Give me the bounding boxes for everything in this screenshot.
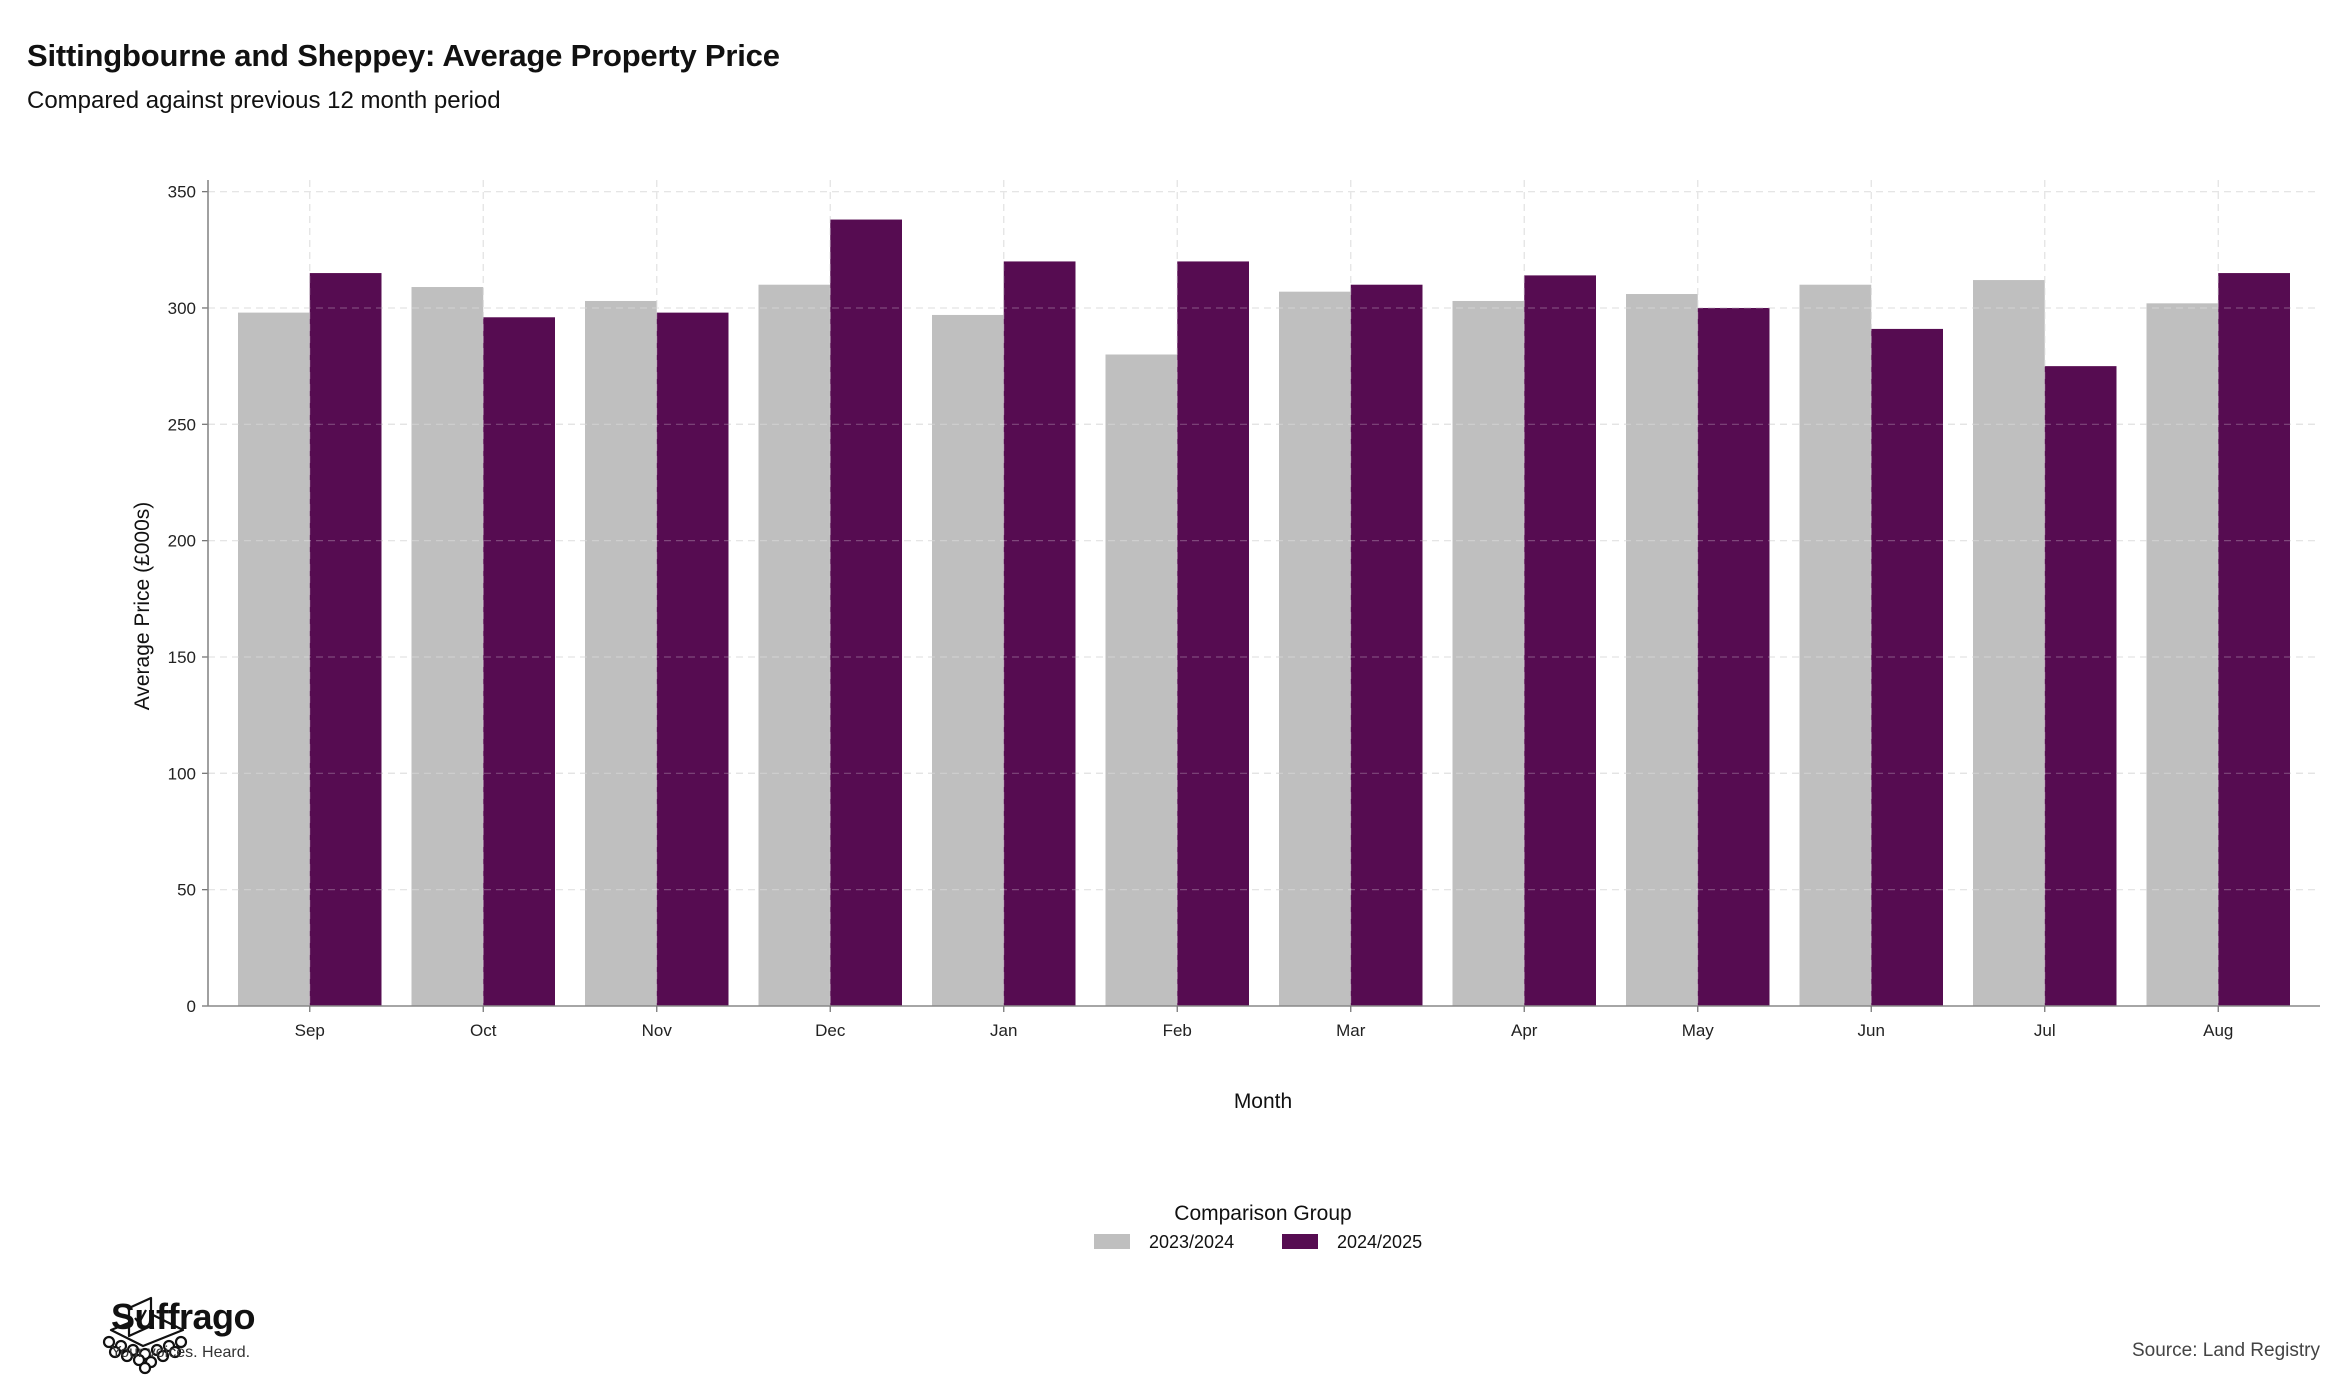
y-tick-label: 0 <box>187 997 196 1016</box>
legend-items: 2023/2024 2024/2025 <box>1094 1232 1422 1252</box>
bar-2024-2025-mar <box>1350 284 1423 1006</box>
bar-2024-2025-apr <box>1524 275 1596 1006</box>
bar-2023-2024-jul <box>1973 280 2045 1007</box>
axes <box>202 180 2320 1012</box>
chart-title: Sittingbourne and Sheppey: Average Prope… <box>27 38 780 73</box>
bar-2023-2024-mar <box>1279 291 1351 1006</box>
x-tick-label: Aug <box>2203 1021 2233 1040</box>
bar-2023-2024-oct <box>411 287 484 1006</box>
brand-tagline: Your voices. Heard. <box>111 1344 251 1361</box>
x-tick-label: Apr <box>1511 1021 1538 1040</box>
legend-title: Comparison Group <box>1174 1202 1351 1225</box>
y-tick-label: 300 <box>168 299 196 318</box>
bar-2024-2025-jun <box>1871 328 1943 1006</box>
bar-2024-2025-jul <box>2044 366 2117 1006</box>
bar-2023-2024-sep <box>238 312 310 1006</box>
bar-2024-2025-jan <box>1003 261 1076 1006</box>
bar-2023-2024-dec <box>758 284 831 1006</box>
y-tick-label: 350 <box>168 183 196 202</box>
bar-2023-2024-nov <box>585 300 657 1006</box>
bar-2023-2024-jun <box>1799 284 1872 1006</box>
tick-labels: 0 50 100 150 200 250 300 350 Sep Oct Nov Dec Jan Feb M… <box>168 183 2234 1040</box>
legend-swatch <box>1094 1234 1130 1249</box>
x-tick-label: Feb <box>1163 1021 1192 1040</box>
x-tick-label: Dec <box>815 1021 846 1040</box>
x-tick-label: Oct <box>470 1021 497 1040</box>
bar-2024-2025-may <box>1697 307 1770 1007</box>
x-tick-label: Sep <box>295 1021 325 1040</box>
y-tick-label: 150 <box>168 648 196 667</box>
x-tick-label: Jun <box>1858 1021 1885 1040</box>
legend-swatch <box>1282 1234 1318 1249</box>
x-axis-title: Month <box>1234 1090 1292 1113</box>
x-tick-label: Mar <box>1336 1021 1366 1040</box>
y-tick-label: 200 <box>168 532 196 551</box>
ballot-box-icon <box>102 1296 188 1375</box>
bar-2023-2024-apr <box>1452 300 1525 1006</box>
bar-2024-2025-dec <box>830 219 902 1006</box>
chart-subtitle: Compared against previous 12 month perio… <box>27 87 501 114</box>
legend-label: 2024/2025 <box>1337 1232 1422 1252</box>
source-note: Source: Land Registry <box>2132 1340 2320 1361</box>
bar-2024-2025-feb <box>1177 261 1249 1006</box>
x-tick-label: Nov <box>642 1021 673 1040</box>
bars <box>208 180 2320 1007</box>
bar-2024-2025-sep <box>309 273 382 1006</box>
y-tick-label: 50 <box>177 881 196 900</box>
y-axis-title: Average Price (£000s) <box>131 502 154 711</box>
legend: Comparison Group 2023/2024 2024/2025 <box>1094 1202 1422 1252</box>
bar-2023-2024-jan <box>932 314 1004 1006</box>
bar-2023-2024-may <box>1626 294 1698 1007</box>
bar-2023-2024-feb <box>1105 354 1178 1006</box>
bar-2024-2025-nov <box>656 312 729 1006</box>
brand-name: Suffrago <box>111 1296 256 1337</box>
y-tick-label: 100 <box>168 764 196 783</box>
x-tick-label: May <box>1682 1021 1715 1040</box>
x-tick-label: Jan <box>990 1021 1017 1040</box>
legend-label: 2023/2024 <box>1149 1232 1234 1252</box>
x-tick-label: Jul <box>2034 1021 2056 1040</box>
y-tick-label: 250 <box>168 415 196 434</box>
bar-2023-2024-aug <box>2146 303 2219 1006</box>
bar-2024-2025-oct <box>483 317 555 1006</box>
bar-2024-2025-aug <box>2218 273 2290 1006</box>
